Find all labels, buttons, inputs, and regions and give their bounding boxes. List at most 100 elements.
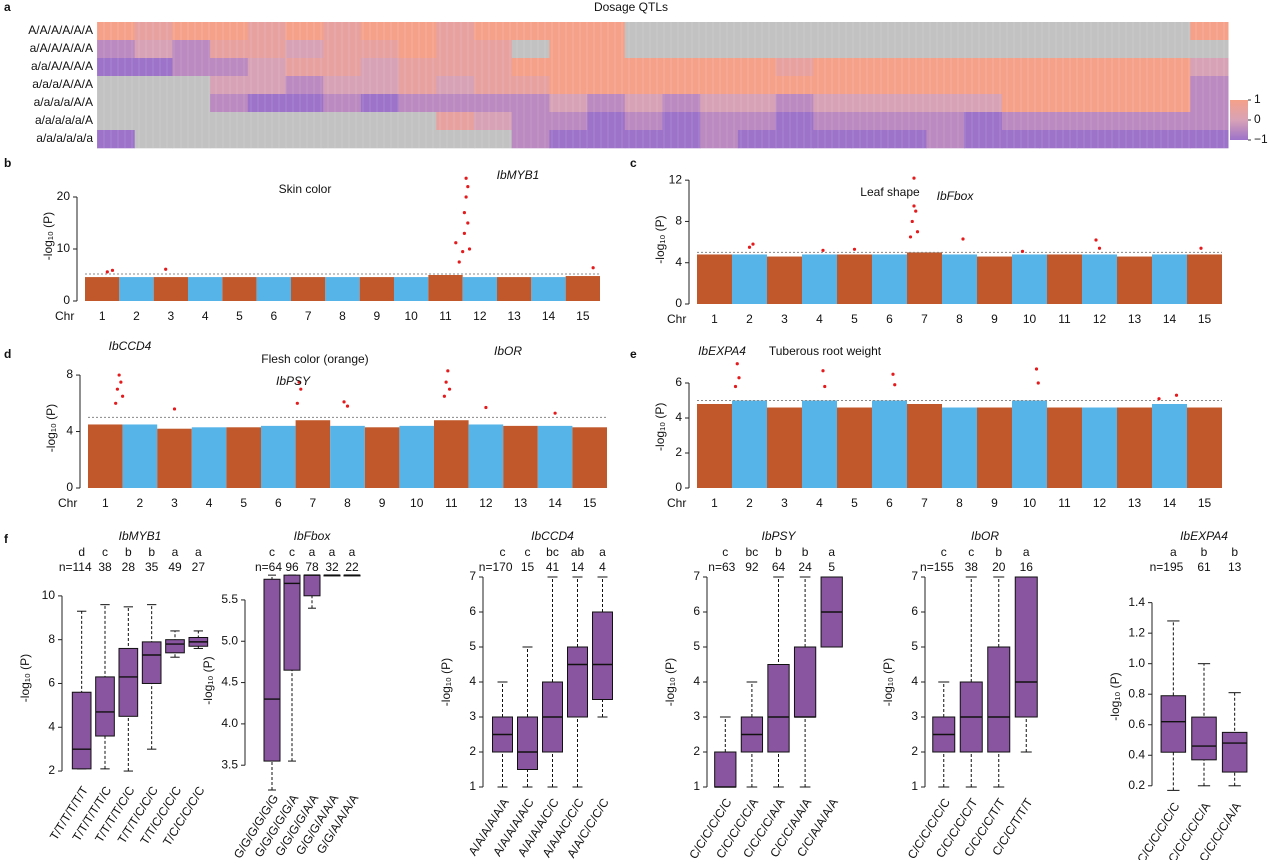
significant-snp bbox=[1097, 246, 1102, 250]
heat-cell bbox=[1190, 94, 1229, 113]
heat-cell bbox=[1114, 130, 1154, 149]
significant-snp bbox=[1094, 238, 1098, 242]
heat-cell bbox=[1077, 94, 1116, 113]
chromosome-label: 11 bbox=[439, 309, 452, 323]
heat-cell bbox=[1039, 112, 1078, 131]
y-tick-label: 3 bbox=[469, 709, 476, 723]
chromosome-label: 4 bbox=[202, 309, 209, 323]
heat-cell bbox=[813, 130, 852, 149]
heat-cell bbox=[587, 40, 626, 59]
significant-snp bbox=[454, 241, 458, 245]
heat-cell bbox=[1152, 112, 1191, 131]
y-tick-label: 3.5 bbox=[221, 757, 238, 771]
significant-snp bbox=[747, 245, 752, 249]
chromosome-label: 2 bbox=[137, 496, 144, 510]
group-letter: bc bbox=[546, 545, 559, 559]
heat-cell bbox=[775, 76, 814, 95]
heat-cell bbox=[511, 94, 550, 113]
group-count: 38 bbox=[98, 560, 112, 574]
na-cell bbox=[436, 130, 475, 149]
chromosome-snps bbox=[497, 277, 532, 301]
y-tick-label: 5 bbox=[911, 639, 918, 653]
heat-cell bbox=[662, 94, 701, 113]
y-tick-label: 4 bbox=[675, 410, 682, 424]
na-cell bbox=[210, 130, 249, 149]
heat-cell bbox=[587, 130, 626, 149]
y-tick-label: 6 bbox=[48, 676, 55, 690]
significant-snp bbox=[823, 384, 827, 389]
box bbox=[1014, 576, 1038, 718]
chromosome-snps bbox=[907, 404, 942, 488]
na-cell bbox=[851, 22, 890, 41]
chromosome-snps bbox=[1047, 407, 1082, 488]
heat-cell bbox=[1152, 76, 1191, 95]
na-cell bbox=[1152, 40, 1191, 59]
na-cell bbox=[134, 130, 173, 149]
significant-snp bbox=[915, 230, 920, 234]
y-tick-label: 8 bbox=[66, 367, 73, 381]
chromosome-label: 8 bbox=[344, 496, 351, 510]
y-tick-label: 5.0 bbox=[221, 633, 238, 647]
chromosome-snps bbox=[1117, 407, 1152, 488]
row-label: a/a/a/a/A/A bbox=[34, 95, 93, 109]
heat-cell bbox=[285, 94, 324, 113]
y-tick-label: 2 bbox=[675, 445, 682, 459]
chromosome-snps bbox=[802, 400, 837, 488]
row-label: a/a/a/a/a/A bbox=[35, 113, 93, 127]
plot-title: Skin color bbox=[279, 182, 332, 196]
chromosome-snps bbox=[119, 277, 154, 301]
heat-cell bbox=[134, 40, 173, 59]
group-letter: d bbox=[78, 545, 85, 559]
chromosome-snps bbox=[977, 407, 1012, 488]
heat-cell bbox=[1077, 130, 1116, 149]
heat-cell bbox=[700, 130, 739, 149]
heat-cell bbox=[436, 40, 475, 59]
gene-annotation: IbCCD4 bbox=[109, 339, 152, 353]
group-count: 24 bbox=[798, 560, 812, 574]
heat-cell bbox=[285, 58, 324, 77]
group-count: 4 bbox=[599, 560, 606, 574]
significant-snp bbox=[1174, 393, 1179, 397]
heat-cell bbox=[1077, 112, 1116, 131]
na-cell bbox=[172, 94, 211, 113]
gene-annotation: IbPSY bbox=[276, 374, 311, 388]
y-tick-label: 6 bbox=[469, 604, 476, 618]
heat-cell bbox=[813, 112, 852, 131]
chromosome-label: 12 bbox=[1093, 312, 1107, 326]
na-cell bbox=[172, 112, 211, 131]
chromosome-snps bbox=[256, 277, 291, 301]
chromosome-snps bbox=[537, 425, 573, 488]
chromosome-label: 5 bbox=[851, 496, 858, 510]
chromosome-label: 2 bbox=[133, 309, 140, 323]
heat-cell bbox=[474, 112, 513, 131]
x-axis-label: Chr bbox=[55, 309, 74, 323]
row-label: a/a/a/A/A/A bbox=[32, 77, 93, 91]
significant-snp bbox=[910, 219, 914, 224]
heat-cell bbox=[172, 40, 211, 59]
heat-cell bbox=[1001, 112, 1040, 131]
chromosome-snps bbox=[1117, 256, 1152, 304]
heat-cell bbox=[210, 22, 249, 41]
chromosome-snps bbox=[503, 425, 538, 488]
significant-snp bbox=[735, 362, 739, 366]
significant-snp bbox=[172, 407, 177, 411]
heat-cell bbox=[210, 76, 249, 95]
heat-cell bbox=[247, 94, 286, 113]
box bbox=[141, 641, 162, 684]
heat-cell bbox=[737, 94, 777, 113]
heat-cell bbox=[624, 130, 663, 149]
chromosome-label: 15 bbox=[1198, 496, 1212, 510]
group-count: 27 bbox=[192, 560, 206, 574]
na-cell bbox=[1114, 22, 1154, 41]
significant-snp bbox=[447, 387, 452, 391]
group-letter: b bbox=[802, 545, 809, 559]
na-cell bbox=[624, 22, 663, 41]
na-cell bbox=[1077, 22, 1116, 41]
heat-cell bbox=[813, 58, 852, 77]
y-axis-label: -log₁₀ (P) bbox=[439, 658, 453, 706]
heat-cell bbox=[662, 130, 701, 149]
significant-snp bbox=[821, 248, 825, 252]
y-axis-label: -log₁₀ (P) bbox=[1108, 672, 1122, 720]
row-label: A/A/A/A/A/A bbox=[28, 23, 93, 37]
